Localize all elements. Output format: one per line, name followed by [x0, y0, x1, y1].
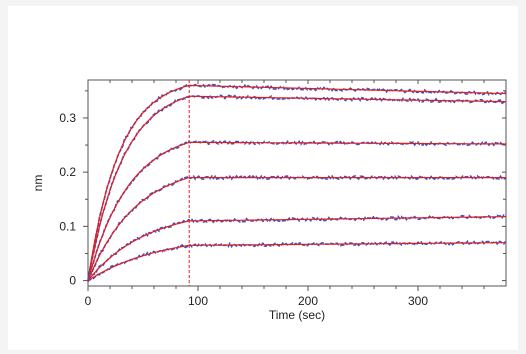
x-tick-label-200: 200 — [298, 294, 318, 308]
x-tick-label-100: 100 — [188, 294, 208, 308]
x-axis-title: Time (sec) — [269, 308, 325, 322]
y-tick-label-3: 0.3 — [59, 111, 76, 125]
sensorgram-chart: 0 100 200 300 0 0.1 0.2 0.3 Time (sec) nm — [31, 79, 507, 322]
measured-series-6 — [87, 239, 507, 282]
y-tick-label-0: 0 — [69, 274, 76, 288]
y-axis-title: nm — [31, 175, 45, 192]
tick-labels: 0 100 200 300 0 0.1 0.2 0.3 — [59, 111, 428, 308]
fit-series-6 — [87, 242, 507, 282]
fit-series-1 — [87, 84, 507, 281]
plot-frame — [87, 79, 507, 287]
x-tick-label-0: 0 — [85, 294, 92, 308]
measured-series-4 — [87, 174, 506, 283]
measured-series-1 — [87, 83, 506, 281]
fit-series-4 — [87, 177, 506, 281]
series-layer — [87, 80, 507, 286]
fit-series-2 — [87, 95, 507, 281]
measured-series-3 — [87, 139, 506, 280]
fit-series-3 — [87, 141, 506, 281]
chart-card: 0 100 200 300 0 0.1 0.2 0.3 Time (sec) nm — [8, 6, 518, 350]
axes-frame — [87, 79, 507, 287]
axis-ticks — [83, 80, 506, 291]
y-tick-label-1: 0.1 — [59, 219, 76, 233]
fit-series-5 — [87, 216, 506, 281]
measured-series-5 — [87, 213, 506, 281]
x-tick-label-300: 300 — [408, 294, 428, 308]
y-tick-label-2: 0.2 — [59, 165, 76, 179]
